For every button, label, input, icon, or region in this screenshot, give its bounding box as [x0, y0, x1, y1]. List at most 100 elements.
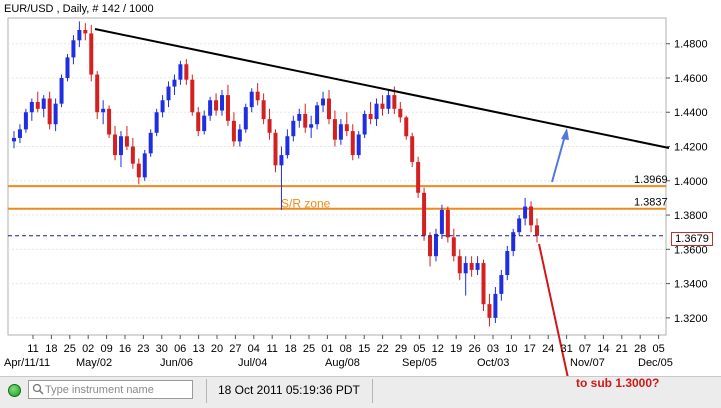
candle-body — [374, 103, 379, 120]
candlestick-series — [12, 21, 539, 327]
candle-body — [220, 95, 225, 111]
candle-body — [362, 113, 367, 135]
candle-body — [47, 98, 52, 125]
search-icon — [32, 383, 44, 395]
candle-body — [285, 136, 290, 156]
candle-body — [231, 120, 236, 142]
candle-body — [481, 263, 486, 305]
candle-body — [475, 263, 480, 270]
candle-body — [380, 103, 385, 109]
instrument-search-input[interactable] — [45, 382, 191, 397]
y-tick-label: 1.4800 — [674, 39, 708, 51]
candle-body — [463, 263, 468, 274]
candle-body — [309, 124, 314, 128]
x-tick-label: 11 — [266, 343, 277, 355]
candle-body — [12, 137, 16, 142]
candle-body — [445, 209, 450, 238]
candle-body — [487, 304, 492, 318]
x-tick-label: 30 — [156, 343, 168, 355]
grid — [7, 17, 667, 336]
y-tick-label: 1.3600 — [674, 244, 708, 256]
x-tick-label: 16 — [119, 343, 131, 355]
instrument-search-box[interactable] — [28, 380, 193, 399]
candle-body — [35, 101, 40, 109]
candle-body — [279, 155, 284, 166]
month-label: Dec/05 — [638, 357, 673, 369]
x-tick-label: 05 — [413, 343, 425, 355]
candle-body — [160, 100, 165, 113]
x-tick-label: 04 — [248, 343, 260, 355]
candle-body — [493, 293, 498, 318]
x-tick-label: 17 — [524, 343, 536, 355]
candle-body — [255, 91, 260, 101]
month-label: Jul/04 — [238, 357, 267, 369]
x-tick-label: 14 — [597, 343, 609, 355]
candle-body — [422, 192, 427, 236]
candle-body — [214, 100, 219, 111]
divider — [372, 379, 373, 403]
x-tick-label: 31 — [560, 343, 572, 355]
candle-body — [267, 119, 272, 133]
candle-body — [184, 64, 189, 80]
timestamp: 18 Oct 2011 05:19:36 PDT — [218, 383, 360, 397]
x-tick-label: 02 — [82, 343, 94, 355]
chart-title: EUR/USD , Daily, # 142 / 1000 — [4, 3, 154, 15]
candle-body — [166, 86, 171, 101]
downtrend-line — [94, 28, 670, 149]
candle-body — [130, 146, 135, 164]
y-tick-label: 1.4000 — [674, 176, 708, 188]
candle-body — [53, 103, 58, 125]
candle-body — [59, 77, 64, 104]
candle-body — [523, 206, 528, 219]
connection-status-icon — [8, 384, 21, 397]
candle-body — [142, 153, 147, 178]
x-tick-label: 15 — [358, 343, 370, 355]
candle-body — [398, 108, 403, 118]
support-level-label: 1.3837 — [634, 197, 668, 209]
y-tick-label: 1.4400 — [674, 107, 708, 119]
candle-body — [190, 79, 195, 113]
month-label: Nov/07 — [570, 357, 605, 369]
x-tick-label: 25 — [303, 343, 315, 355]
x-tick-label: 22 — [376, 343, 388, 355]
x-tick-label: 01 — [321, 343, 333, 355]
candle-body — [410, 136, 415, 162]
candle-body — [77, 29, 82, 41]
candle-body — [148, 132, 153, 154]
x-tick-label: 12 — [432, 343, 444, 355]
candle-body — [416, 161, 421, 193]
candle-body — [356, 134, 361, 156]
x-tick-label: 08 — [340, 343, 352, 355]
candle-body — [208, 100, 213, 116]
candle-body — [124, 136, 129, 147]
axes: 1.4800 1.4600 1.4400 1.4200 1.4000 1.3800 1.36… — [4, 39, 708, 369]
candle-body — [344, 124, 349, 132]
candle-body — [225, 95, 230, 121]
candle-body — [249, 91, 254, 108]
candle-body — [23, 112, 28, 130]
month-label: Aug/08 — [325, 357, 360, 369]
month-label: May/02 — [76, 357, 112, 369]
candle-body — [273, 132, 278, 166]
candle-body — [350, 131, 355, 156]
x-tick-label: 10 — [505, 343, 517, 355]
candle-body — [178, 64, 183, 80]
candle-body — [392, 95, 397, 109]
y-tick-label: 1.3200 — [674, 313, 708, 325]
projection-annotation: to sub 1.3000? — [576, 376, 660, 390]
candle-body — [65, 57, 70, 78]
chart-overlays — [8, 28, 670, 376]
candle-body — [17, 129, 22, 138]
candle-body — [113, 134, 118, 156]
candle-body — [326, 98, 331, 120]
candle-body — [29, 101, 34, 113]
x-tick-label: 07 — [579, 343, 591, 355]
x-tick-label: 28 — [634, 343, 646, 355]
candle-body — [457, 256, 462, 274]
candle-body — [332, 119, 337, 140]
status-bar: 18 Oct 2011 05:19:36 PDT — [0, 376, 721, 408]
candle-body — [196, 112, 201, 132]
y-tick-label: 1.3800 — [674, 210, 708, 222]
